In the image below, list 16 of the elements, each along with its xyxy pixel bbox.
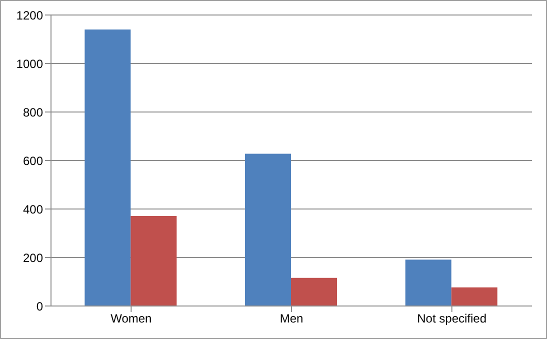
- bar: [245, 154, 292, 306]
- x-tick-label: Not specified: [417, 312, 487, 326]
- y-tick-label: 1000: [16, 56, 44, 71]
- bar: [84, 30, 131, 306]
- bar: [405, 260, 452, 306]
- y-tick-label: 200: [22, 250, 44, 265]
- x-tick-label: Women: [110, 312, 152, 326]
- bar: [451, 287, 498, 306]
- bar: [130, 216, 177, 306]
- y-tick-label: 800: [22, 105, 44, 120]
- bar: [291, 278, 338, 306]
- y-tick-label: 0: [36, 299, 44, 314]
- y-tick-label: 1200: [16, 8, 44, 22]
- y-tick-label: 600: [22, 154, 44, 168]
- y-tick-label: 400: [22, 202, 44, 216]
- x-tick-label: Men: [280, 312, 304, 326]
